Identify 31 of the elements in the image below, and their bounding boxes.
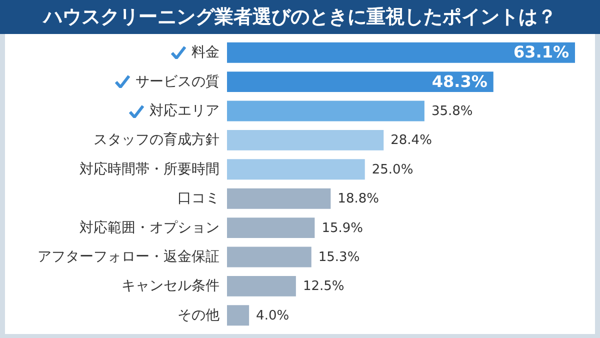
y-tick-label: スタッフの育成方針 bbox=[94, 131, 220, 148]
data-label: 35.8% bbox=[431, 104, 473, 119]
data-label: 25.0% bbox=[372, 162, 414, 178]
bar bbox=[227, 72, 494, 92]
bar bbox=[227, 100, 424, 122]
data-label: 4.0% bbox=[256, 308, 290, 324]
y-tick-label: 対応時間帯・所要時間 bbox=[80, 161, 220, 178]
y-tick-label: 口コミ bbox=[178, 190, 220, 207]
y-tick-label: 対応エリア bbox=[150, 103, 220, 119]
data-label: 48.3% bbox=[432, 72, 488, 91]
bar bbox=[227, 130, 384, 150]
y-tick-label: 料金 bbox=[192, 44, 220, 61]
y-tick-label: その他 bbox=[178, 307, 220, 324]
bar bbox=[227, 159, 365, 180]
data-label: 28.4% bbox=[390, 133, 432, 148]
y-tick-label: 対応範囲・オプション bbox=[80, 220, 220, 236]
data-label: 18.8% bbox=[338, 192, 379, 207]
bar bbox=[227, 246, 312, 268]
y-tick-label: サービスの質 bbox=[136, 74, 220, 90]
data-label: 12.5% bbox=[302, 279, 344, 294]
data-label: 15.3% bbox=[318, 250, 360, 265]
bar bbox=[227, 276, 296, 296]
chart-title: ハウスクリーニング業者選びのときに重視したポイントは？ bbox=[0, 0, 600, 34]
bar bbox=[227, 305, 250, 326]
y-tick-label: アフターフォロー・返金保証 bbox=[38, 249, 220, 265]
y-tick-label: キャンセル条件 bbox=[122, 278, 220, 294]
bar bbox=[227, 42, 575, 63]
bar bbox=[227, 188, 331, 209]
data-label: 15.9% bbox=[322, 220, 363, 236]
bar bbox=[227, 218, 315, 238]
data-label: 63.1% bbox=[513, 42, 569, 62]
